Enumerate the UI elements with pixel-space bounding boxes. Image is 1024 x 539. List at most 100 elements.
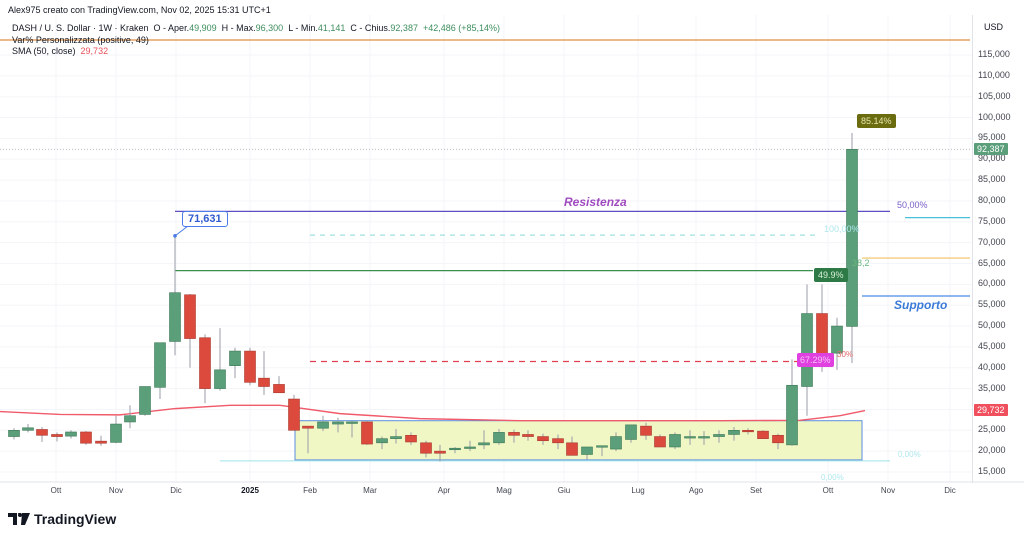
x-tick: Apr (437, 486, 451, 495)
y-tick: 40,000 (978, 361, 1006, 372)
candle-body (581, 446, 593, 455)
candle-body (361, 421, 373, 445)
candle-body (51, 434, 63, 437)
x-tick: Mar (363, 486, 377, 495)
fib-100-label: 100,00% (824, 224, 860, 234)
candle-body (654, 436, 666, 448)
candle-body (110, 423, 122, 443)
candle-body (596, 445, 608, 448)
candle-body (478, 442, 490, 446)
x-tick: Giu (557, 486, 571, 495)
x-tick: Nov (108, 486, 124, 495)
y-tick: 90,000 (978, 153, 1006, 164)
indicator-sma-legend[interactable]: SMA (50, close) 29,732 (12, 46, 108, 56)
low-label: L - Min. (288, 23, 318, 33)
support-label: Supporto (894, 298, 948, 312)
sma-value: 29,732 (80, 46, 109, 56)
candle-body (346, 421, 358, 424)
candle-body (772, 435, 784, 444)
candle-body (22, 427, 34, 431)
candle-body (154, 342, 166, 388)
candle-body (95, 440, 107, 444)
resistance-label: Resistenza (564, 195, 627, 209)
y-tick: 75,000 (978, 215, 1006, 226)
y-tick: 65,000 (978, 257, 1006, 268)
candle-body (713, 434, 725, 437)
x-tick: Ago (688, 486, 704, 495)
y-tick: 55,000 (978, 299, 1006, 310)
symbol-name[interactable]: DASH / U. S. Dollar · 1W · Kraken (12, 23, 149, 33)
candle-body (288, 398, 300, 431)
y-tick: 110,000 (978, 69, 1010, 80)
y-tick: 25,000 (978, 424, 1006, 435)
candle-body (552, 438, 564, 444)
low-value: 41,141 (317, 23, 346, 33)
candle-body (36, 429, 48, 436)
candle-body (434, 450, 446, 454)
candle-body (831, 325, 843, 354)
high-callout: 71,631 (182, 211, 228, 227)
high-value: 96,300 (255, 23, 284, 33)
y-tick: 50,000 (978, 320, 1006, 331)
y-tick: 115,000 (978, 49, 1010, 59)
candle-body (801, 313, 813, 387)
candle-body (742, 429, 754, 433)
candle-body (258, 377, 270, 387)
candle-body (332, 421, 344, 425)
candle-body (8, 429, 20, 437)
y-tick: 35,000 (978, 382, 1006, 393)
x-tick: Set (749, 486, 763, 495)
x-tick: 2025 (241, 486, 259, 495)
open-value: 49,909 (189, 23, 217, 33)
candle-body (124, 415, 136, 423)
candle-body (65, 431, 77, 437)
partial-pct-label: 30% (837, 350, 854, 359)
var-badge-low: 67.29% (797, 353, 834, 367)
var-badge-top: 85.14% (857, 114, 896, 128)
candle-body (229, 350, 241, 366)
candle-body (214, 369, 226, 389)
symbol-legend: DASH / U. S. Dollar · 1W · Kraken O - Ap… (12, 23, 500, 33)
candle-body (493, 432, 505, 444)
candle-body (640, 425, 652, 436)
candle-body (728, 429, 740, 435)
candle-body (376, 438, 388, 444)
candle-body (449, 447, 461, 451)
y-tick: 45,000 (978, 340, 1006, 351)
chart-credit: Alex975 creato con TradingView.com, Nov … (8, 5, 271, 15)
sma-label: SMA (50, close) (12, 46, 76, 56)
currency-label[interactable]: USD (984, 22, 1004, 32)
candle-body (420, 442, 432, 454)
price-axis[interactable] (972, 15, 1024, 483)
candle-body (625, 424, 637, 440)
indicator-var-legend[interactable]: Var% Personalizzata (positive, 49) (12, 35, 149, 45)
y-tick: 20,000 (978, 445, 1006, 456)
y-tick: 60,000 (978, 278, 1006, 289)
candle-body (139, 386, 151, 415)
sma-price-tag: 29,732 (974, 404, 1008, 416)
x-tick: Ott (50, 486, 62, 495)
candle-body (786, 384, 798, 446)
candle-body (537, 436, 549, 442)
x-tick: Feb (303, 486, 317, 495)
candle-body (390, 436, 402, 439)
candle-body (846, 148, 858, 327)
callout-leader (174, 225, 189, 237)
candle-body (273, 384, 285, 394)
high-label: H - Max. (221, 23, 256, 33)
fib-0-label: 0,00% (898, 450, 921, 459)
candle-body (610, 436, 622, 450)
candle-body (757, 430, 769, 439)
last-price-tag: 92,387 (974, 143, 1008, 155)
tradingview-logo[interactable]: TradingView (8, 511, 116, 527)
y-tick: 85,000 (978, 174, 1006, 185)
y-tick: 70,000 (978, 236, 1006, 247)
candle-body (317, 421, 329, 429)
fib-382-label: 38,2 (852, 258, 870, 268)
x-tick: Dic (170, 486, 182, 495)
tradingview-logo-text: TradingView (34, 511, 117, 527)
candle-body (169, 292, 181, 342)
callout-dot (173, 234, 177, 238)
candle-body (508, 432, 520, 436)
